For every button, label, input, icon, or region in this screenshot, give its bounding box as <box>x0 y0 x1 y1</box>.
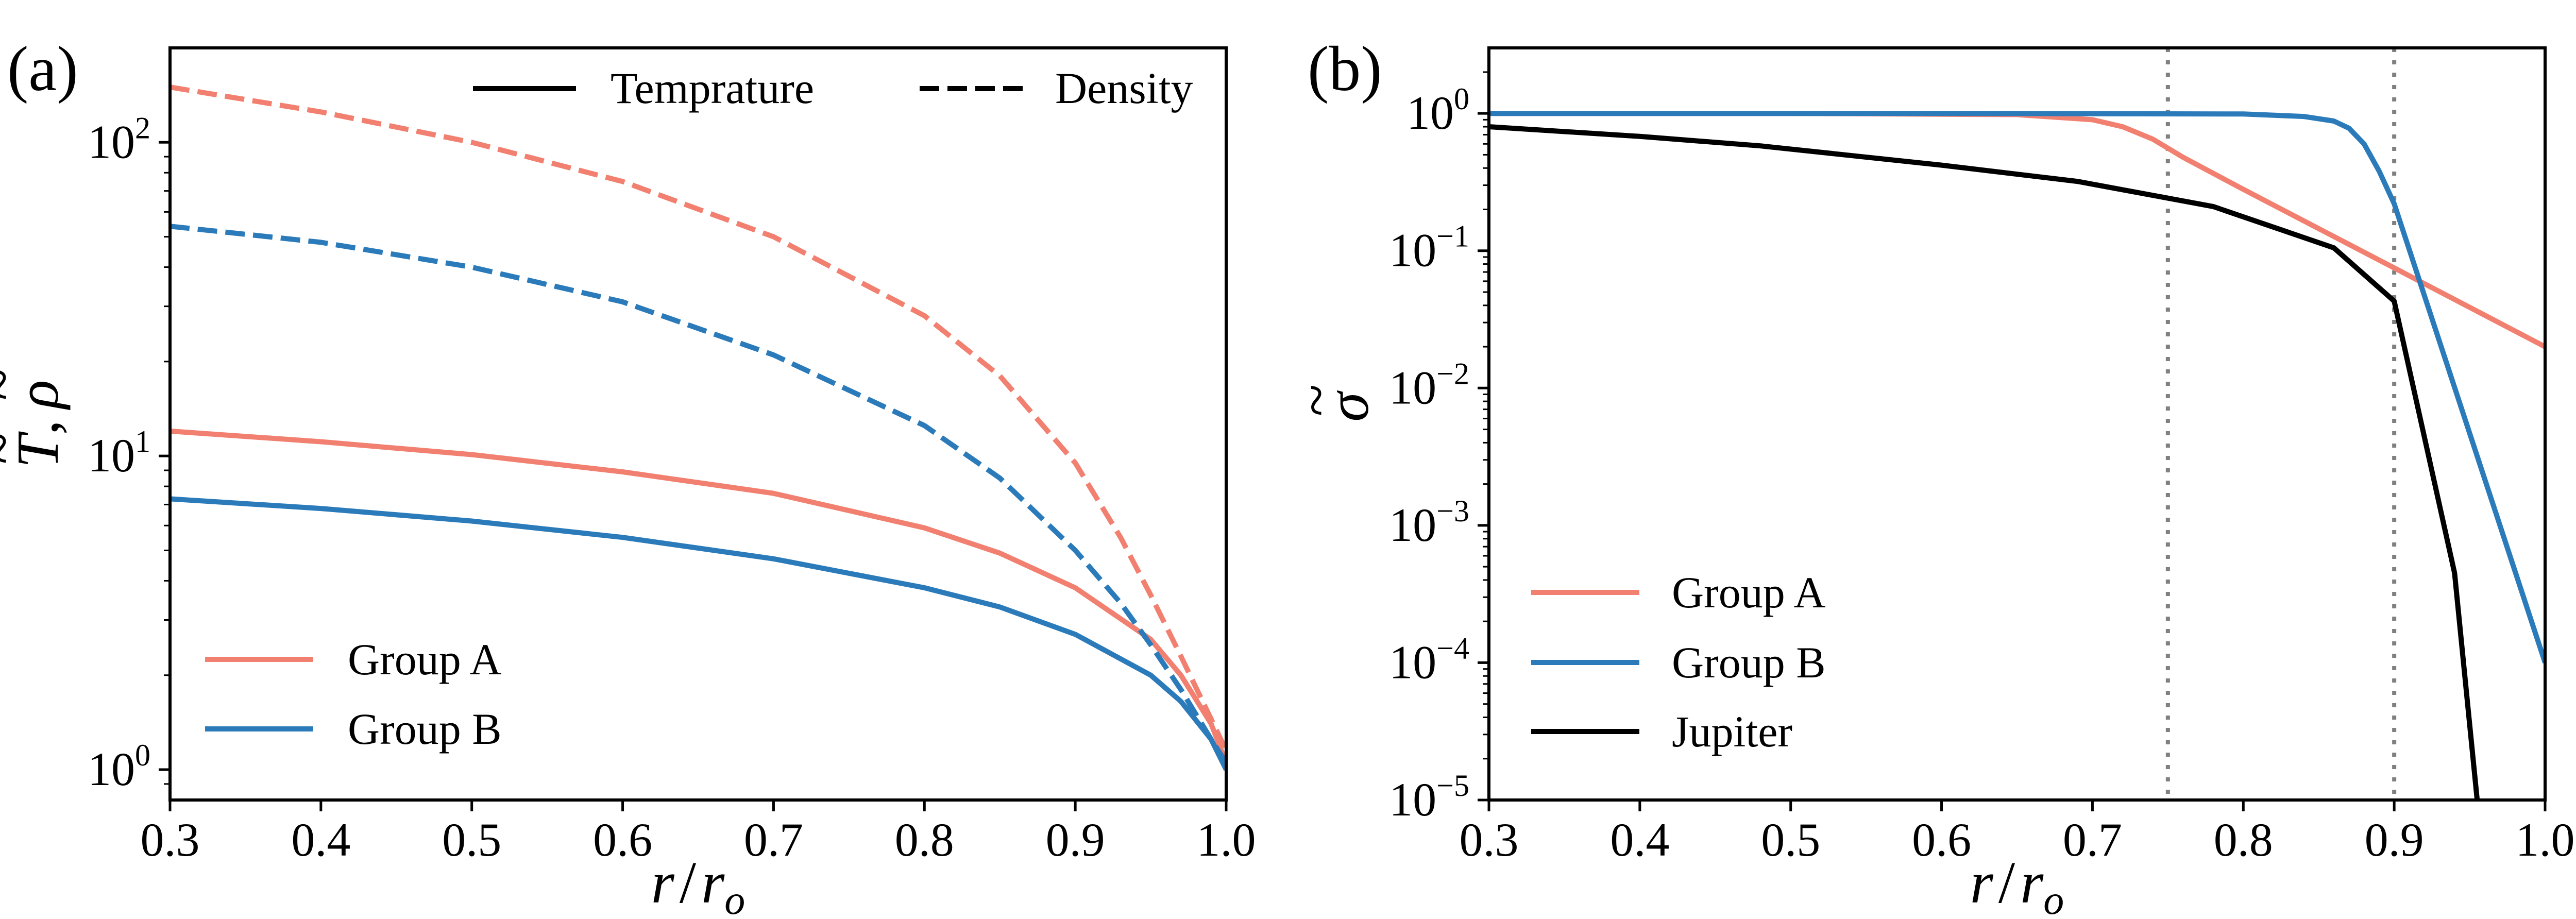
series-group-b-temprature <box>170 496 1226 771</box>
svg-text:~: ~ <box>0 369 34 401</box>
panel-b-plot-area <box>1489 48 2545 800</box>
panel-a: (a) 0.3 0.4 0.5 0.6 0.7 0.8 0.9 1.0 100 101 102 Te… <box>0 33 1256 919</box>
panel-a-ticks: 0.3 0.4 0.5 0.6 0.7 0.8 0.9 1.0 100 101 102 <box>88 111 1256 866</box>
series-group-b <box>1489 111 2545 663</box>
x-tick-label: 1.0 <box>2516 813 2575 866</box>
x-tick-label: 0.5 <box>1761 813 1820 866</box>
legend-label-jupiter: Jupiter <box>1672 707 1792 756</box>
x-tick-label: 0.4 <box>1610 813 1669 866</box>
legend-label-group-b: Group B <box>1672 638 1826 687</box>
panel-b-ylabel: σ ~ <box>1283 385 1381 421</box>
panel-a-xlabel: r/ro <box>651 850 745 919</box>
x-tick-label: 0.9 <box>1046 813 1105 866</box>
x-tick-label: 0.3 <box>1460 813 1519 866</box>
y-tick-label: 100 <box>88 738 150 795</box>
y-tick-label: 101 <box>88 424 150 482</box>
x-tick-label: 0.7 <box>744 813 803 866</box>
x-tick-label: 0.6 <box>593 813 652 866</box>
legend-label-group-a: Group A <box>1672 568 1826 617</box>
legend-label-temprature: Temprature <box>611 63 814 113</box>
svg-text:~: ~ <box>1283 385 1349 417</box>
legend-label-group-a: Group A <box>348 635 502 684</box>
x-tick-label: 0.4 <box>291 813 350 866</box>
panel-b-reference-lines <box>2165 48 2397 800</box>
panel-a-ylabel: T,ρ ~ ~ <box>0 369 71 468</box>
panel-a-series <box>170 84 1226 771</box>
panel-b-label: (b) <box>1308 33 1382 104</box>
series-group-b-density <box>170 224 1226 764</box>
y-tick-label: 10−5 <box>1389 769 1469 826</box>
panel-b-series <box>1489 111 2545 800</box>
x-tick-label: 0.3 <box>141 813 200 866</box>
x-tick-label: 0.8 <box>895 813 954 866</box>
panel-a-plot-area <box>170 48 1226 800</box>
y-tick-label: 10−4 <box>1389 631 1469 688</box>
panel-b-axes-frame <box>1487 46 2547 802</box>
x-tick-label: 0.5 <box>442 813 501 866</box>
panel-a-group-legend: Group A Group B <box>205 635 502 754</box>
y-tick-label: 10−2 <box>1389 356 1469 414</box>
panel-a-style-legend: Temprature Density <box>473 63 1193 113</box>
y-tick-label: 10−3 <box>1389 494 1469 551</box>
x-tick-label: 0.9 <box>2365 813 2424 866</box>
x-tick-label: 0.6 <box>1912 813 1971 866</box>
panel-a-axes-frame <box>168 46 1228 802</box>
panel-b-xlabel: r/ro <box>1970 850 2064 919</box>
panel-b-legend: Group A Group B Jupiter <box>1531 568 1826 756</box>
x-tick-label: 1.0 <box>1197 813 1256 866</box>
y-tick-label: 102 <box>88 111 150 168</box>
legend-label-group-b: Group B <box>348 704 502 754</box>
series-jupiter <box>1489 124 2480 800</box>
panel-a-label: (a) <box>7 33 78 104</box>
panel-b: (b) 0.3 0.4 0.5 0.6 0.7 0.8 0.9 1.0 10−5 10−4 10−3… <box>1283 33 2575 919</box>
svg-text:σ: σ <box>1315 390 1381 422</box>
y-tick-label: 100 <box>1406 82 1469 139</box>
series-group-a-density <box>170 84 1226 752</box>
x-tick-label: 0.8 <box>2214 813 2273 866</box>
series-group-a-temprature <box>170 428 1226 764</box>
x-tick-label: 0.7 <box>2063 813 2122 866</box>
svg-text:~: ~ <box>0 433 34 465</box>
y-tick-label: 10−1 <box>1389 219 1469 277</box>
svg-text:T,ρ: T,ρ <box>5 380 71 468</box>
legend-label-density: Density <box>1055 63 1193 113</box>
